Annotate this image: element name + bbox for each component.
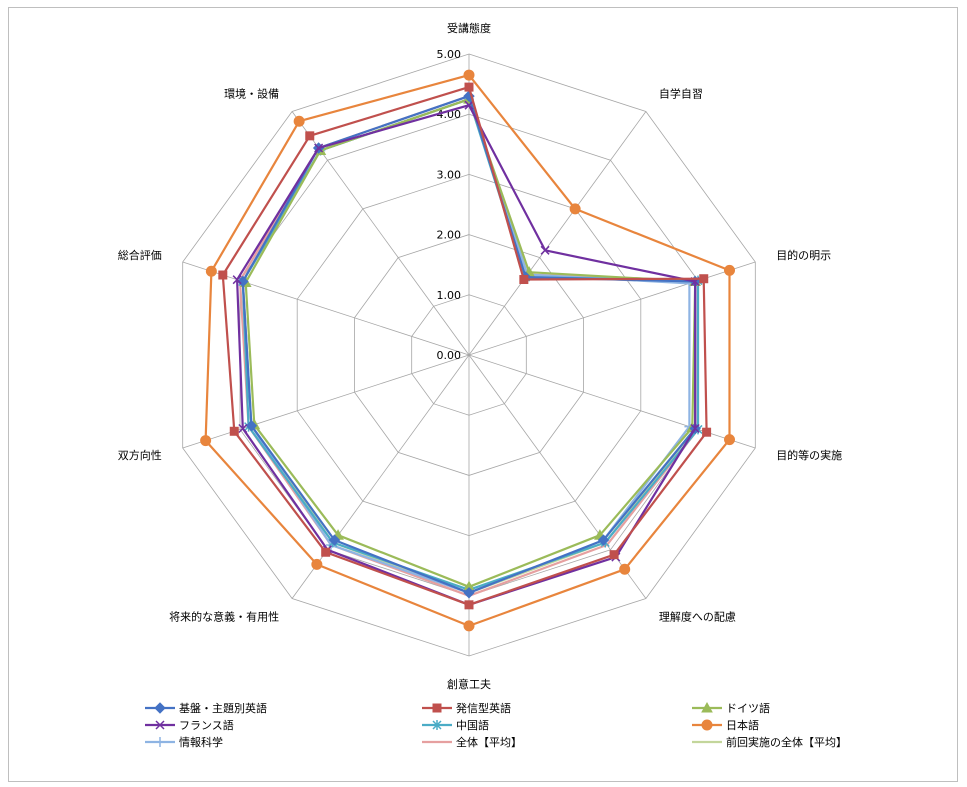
legend-item: フランス語 — [145, 718, 234, 732]
data-point — [229, 426, 239, 436]
data-point — [245, 419, 258, 432]
axis-label: 総合評価 — [118, 248, 162, 262]
legend-label: 中国語 — [456, 718, 489, 732]
data-point — [237, 275, 249, 288]
data-point — [218, 270, 228, 280]
data-point — [328, 534, 341, 546]
legend-item: 前回実施の全体【平均】 — [692, 735, 847, 749]
series-line — [221, 85, 708, 606]
legend-marker — [154, 702, 166, 714]
axis-label: 将来的な意義・有用性 — [169, 609, 279, 623]
tick-label: 2.00 — [437, 229, 462, 242]
data-point — [464, 600, 474, 610]
legend-item: 基盤・主題別英語 — [145, 701, 267, 715]
data-point — [311, 558, 323, 570]
legend-marker — [701, 701, 713, 713]
series-1 — [218, 82, 712, 610]
legend-label: 日本語 — [726, 718, 759, 732]
radar-tick-labels: 0.00 1.00 2.00 3.00 4.00 5.00 — [437, 48, 462, 362]
data-point — [463, 620, 475, 632]
axis-label: 環境・設備 — [224, 87, 279, 101]
axis-label: 自学自習 — [659, 87, 703, 101]
series-line — [204, 73, 731, 628]
data-point — [597, 534, 610, 546]
series-line — [236, 104, 697, 606]
data-point — [702, 427, 712, 437]
data-point — [540, 245, 550, 255]
radar-chart: 0.00 1.00 2.00 3.00 4.00 5.00 受講態度自学自習目的の明示目的… — [118, 21, 847, 749]
legend-marker — [155, 720, 165, 730]
legend-item: 情報科学 — [145, 735, 223, 749]
tick-label: 0.00 — [437, 349, 462, 362]
axis-label: 受講態度 — [447, 21, 491, 35]
tick-label: 4.00 — [437, 108, 462, 121]
legend-marker — [155, 737, 165, 747]
spoke-1 — [468, 111, 647, 356]
legend-item: 中国語 — [422, 718, 489, 732]
legend-item: 日本語 — [692, 718, 759, 732]
tick-label: 1.00 — [437, 289, 462, 302]
data-point — [293, 115, 305, 127]
legend-label: 基盤・主題別英語 — [179, 701, 267, 715]
axis-label: 目的の明示 — [776, 248, 831, 262]
chart-frame: 0.00 1.00 2.00 3.00 4.00 5.00 受講態度自学自習目的の明示目的… — [8, 7, 958, 782]
axis-label: 目的等の実施 — [776, 448, 842, 462]
data-point — [321, 547, 331, 557]
axis-label: 双方向性 — [118, 448, 162, 462]
radar-series — [200, 69, 736, 632]
axis-label: 創意工夫 — [447, 677, 491, 691]
legend-item: ドイツ語 — [692, 701, 770, 715]
legend-item: 全体【平均】 — [422, 735, 522, 749]
data-point — [519, 275, 529, 285]
legend-label: 情報科学 — [179, 735, 223, 749]
data-point — [690, 423, 700, 434]
legend-marker — [432, 720, 442, 730]
spoke-8 — [182, 261, 470, 356]
tick-label: 3.00 — [437, 168, 462, 181]
legend-label: 前回実施の全体【平均】 — [726, 735, 847, 749]
legend-item: 発信型英語 — [422, 701, 511, 715]
spoke-7 — [182, 354, 470, 449]
data-point — [314, 143, 324, 153]
legend-label: ドイツ語 — [726, 701, 770, 715]
axis-label: 理解度への配慮 — [659, 609, 736, 623]
spoke-3 — [468, 354, 756, 449]
data-point — [238, 423, 248, 434]
data-point — [464, 100, 474, 110]
data-point — [699, 274, 709, 284]
data-point — [619, 563, 631, 575]
legend-label: 全体【平均】 — [456, 735, 522, 749]
legend-marker — [432, 703, 442, 713]
spoke-6 — [291, 354, 470, 599]
data-point — [463, 69, 475, 81]
data-point — [200, 435, 212, 447]
legend-label: フランス語 — [179, 718, 234, 732]
legend-marker — [701, 719, 713, 731]
data-point — [463, 587, 475, 599]
data-point — [569, 203, 581, 215]
series-2 — [239, 93, 702, 592]
spoke-4 — [468, 354, 647, 599]
tick-label: 5.00 — [437, 48, 462, 61]
data-point — [232, 275, 242, 285]
series-5 — [200, 69, 736, 632]
data-point — [724, 264, 736, 276]
legend-label: 発信型英語 — [456, 701, 511, 715]
data-point — [724, 434, 736, 446]
data-point — [205, 265, 217, 277]
data-point — [464, 82, 474, 92]
data-point — [305, 131, 315, 141]
data-point — [609, 550, 619, 560]
